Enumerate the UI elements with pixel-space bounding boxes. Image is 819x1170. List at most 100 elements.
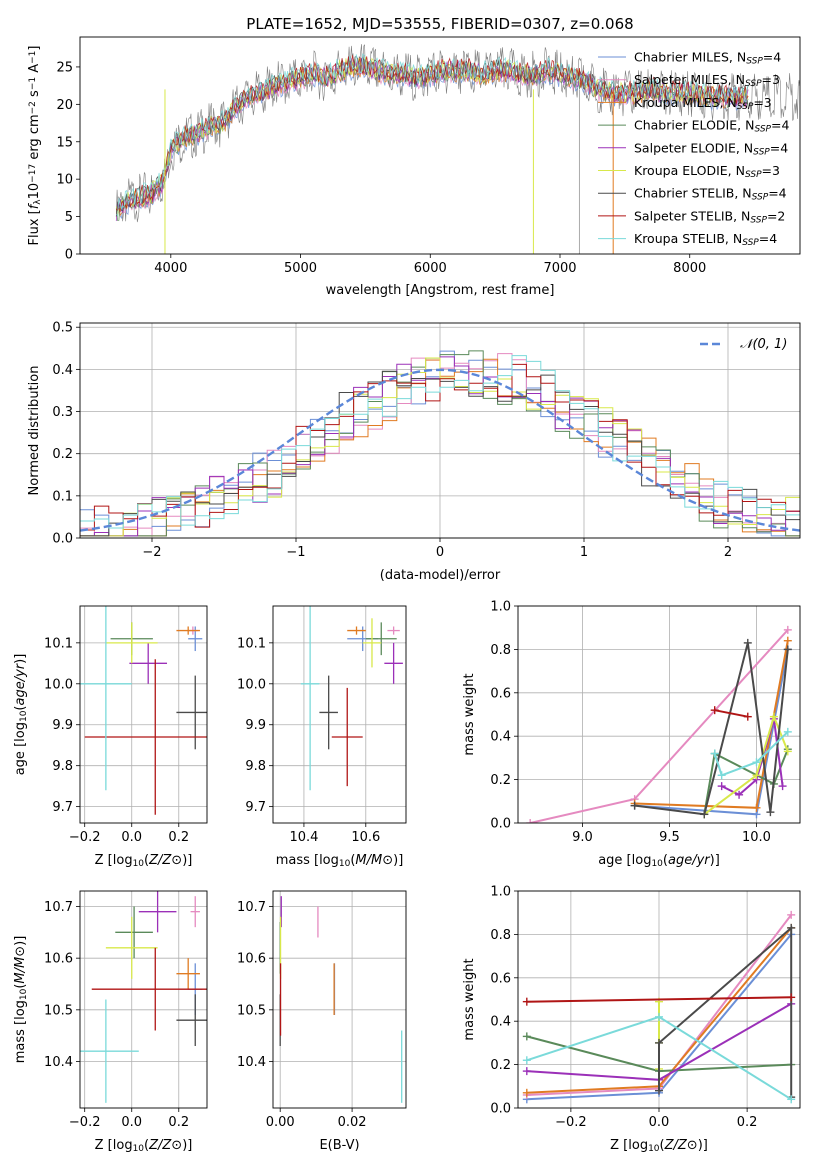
y-tick-label: 0.4 <box>52 363 73 378</box>
x-tick-label: 5000 <box>284 261 317 276</box>
y-axis-label: Normed distribution <box>27 366 42 496</box>
y-tick-label: 0 <box>65 248 73 263</box>
x-tick-label: 9.5 <box>659 830 680 845</box>
weight-line-salpeter-stelib <box>526 996 792 1003</box>
y-tick-label: 0.8 <box>490 643 511 658</box>
weight-line-kroupa-stelib <box>713 731 789 777</box>
y-tick-label: 0.1 <box>52 489 73 504</box>
legend-entry: Kroupa STELIB, NSSP=4 <box>634 231 777 248</box>
y-tick-label: 10.0 <box>237 677 266 692</box>
x-tick-label: 0.0 <box>121 1115 142 1130</box>
plot-area <box>300 606 403 791</box>
y-tick-label: 0.5 <box>52 321 73 336</box>
y-tick-label: 10.7 <box>237 900 266 915</box>
y-tick-label: 0.0 <box>490 817 511 832</box>
axes-frame <box>272 605 407 824</box>
legend-entry: Salpeter MILES, NSSP=3 <box>634 72 780 89</box>
y-tick-label: 0.2 <box>490 1058 511 1073</box>
legend-entry: Salpeter STELIB, NSSP=2 <box>634 208 785 225</box>
x-tick-label: 0.00 <box>266 1115 295 1130</box>
axes-frame <box>272 890 407 1109</box>
spectrum-model-kroupa-stelib <box>116 53 749 217</box>
plot-area <box>526 625 792 823</box>
legend-entry: Chabrier ELODIE, NSSP=4 <box>634 118 789 135</box>
histogram-salpeter-elodie <box>80 356 800 537</box>
axes-frame <box>517 605 801 824</box>
y-tick-label: 10.4 <box>237 1055 266 1070</box>
legend-entry: Salpeter ELODIE, NSSP=4 <box>634 140 788 157</box>
x-tick-label: 8000 <box>673 261 706 276</box>
gaussian-curve <box>80 368 800 532</box>
x-axis-label: E(B-V) <box>319 1138 359 1153</box>
y-tick-label: 10.0 <box>44 677 73 692</box>
histogram-salpeter-stelib <box>80 363 800 537</box>
y-tick-label: 0.0 <box>52 532 73 547</box>
y-tick-label: 10.1 <box>237 636 266 651</box>
plot-area <box>80 891 207 1103</box>
x-tick-label: 0.2 <box>737 1115 758 1130</box>
y-tick-label: 15 <box>56 135 73 150</box>
legend-entry: Kroupa ELODIE, NSSP=3 <box>634 163 780 180</box>
axes-frame <box>79 605 208 824</box>
histogram-salpeter-miles <box>80 353 800 537</box>
x-tick-label: 0.02 <box>338 1115 367 1130</box>
y-tick-label: 9.9 <box>52 718 73 733</box>
y-tick-label: 0.4 <box>490 730 511 745</box>
y-tick-label: 10.1 <box>44 636 73 651</box>
x-tick-label: 9.0 <box>572 830 593 845</box>
x-tick-label: −0.2 <box>69 1115 101 1130</box>
x-tick-label: 10.0 <box>742 830 771 845</box>
y-tick-label: 10.5 <box>237 1003 266 1018</box>
x-tick-label: 0.2 <box>168 1115 189 1130</box>
legend-entry: Chabrier STELIB, NSSP=4 <box>634 186 787 203</box>
x-tick-label: 1 <box>580 545 588 560</box>
y-tick-label: 9.8 <box>245 759 266 774</box>
x-axis-label: wavelength [Angstrom, rest frame] <box>326 283 555 298</box>
y-tick-label: 9.9 <box>245 718 266 733</box>
y-tick-label: 10.4 <box>44 1055 73 1070</box>
legend-entry: Kroupa MILES, NSSP=3 <box>634 95 772 112</box>
x-axis-label: mass [log10(M/M⊙)] <box>276 853 404 869</box>
x-tick-label: −1 <box>286 545 305 560</box>
plot-area <box>80 606 207 815</box>
plot-area <box>80 350 800 537</box>
y-tick-label: 1.0 <box>490 600 511 615</box>
x-tick-label: 10.4 <box>289 830 318 845</box>
x-axis-label: age [log10(age/yr)] <box>598 853 720 869</box>
y-tick-label: 10.5 <box>44 1003 73 1018</box>
figure-title: PLATE=1652, MJD=53555, FIBERID=0307, z=0… <box>246 15 633 33</box>
legend-entry: 𝒩(0, 1) <box>740 337 787 352</box>
y-tick-label: 10 <box>56 173 73 188</box>
x-tick-label: 0 <box>436 545 444 560</box>
y-tick-label: 9.8 <box>52 759 73 774</box>
histogram-kroupa-elodie <box>80 357 800 537</box>
y-tick-label: 0.0 <box>490 1102 511 1117</box>
x-tick-label: 7000 <box>543 261 576 276</box>
x-tick-label: 4000 <box>154 261 187 276</box>
y-tick-label: 10.7 <box>44 900 73 915</box>
y-tick-label: 0.8 <box>490 928 511 943</box>
y-tick-label: 10.6 <box>44 952 73 967</box>
y-tick-label: 0.2 <box>490 773 511 788</box>
x-axis-label: Z [log10(Z/Z⊙)] <box>95 1138 193 1154</box>
histogram-kroupa-stelib <box>80 355 800 529</box>
weight-line-chabrier-stelib <box>634 642 789 816</box>
plot-area <box>115 44 800 254</box>
x-tick-label: 0.0 <box>649 1115 670 1130</box>
y-tick-label: 0.2 <box>52 447 73 462</box>
legend-entry: Chabrier MILES, NSSP=4 <box>634 50 781 67</box>
x-tick-label: 2 <box>724 545 732 560</box>
x-axis-label: Z [log10(Z/Z⊙)] <box>95 853 193 869</box>
x-tick-label: 10.6 <box>351 830 380 845</box>
y-tick-label: 5 <box>65 210 73 225</box>
plot-layer: 4000 5000 6000 7000 80000510152025wavelength… <box>13 36 801 1154</box>
axes-frame <box>79 890 208 1109</box>
y-tick-label: 20 <box>56 98 73 113</box>
x-tick-label: −0.2 <box>555 1115 587 1130</box>
y-axis-label: age [log10(age/yr)] <box>13 654 29 776</box>
y-tick-label: 0.6 <box>490 971 511 986</box>
y-axis-label: Flux [fλ10−17 erg cm−2 s−1 A−1] <box>27 46 43 246</box>
y-tick-label: 10.6 <box>237 952 266 967</box>
plot-area <box>279 896 403 1103</box>
